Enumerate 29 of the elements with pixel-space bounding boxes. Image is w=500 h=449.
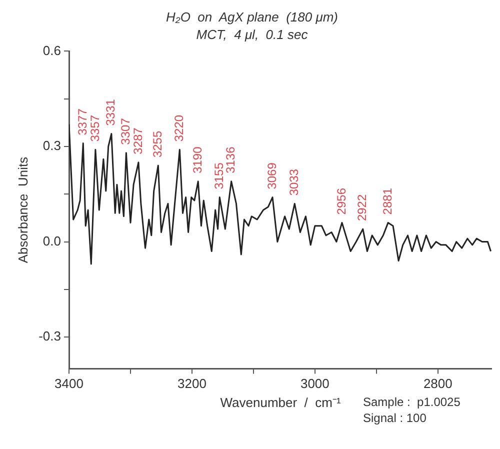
annotation: 2881 [380,188,394,215]
annotation: 2922 [355,194,370,222]
y-axis-title: Absorbance Units [15,156,30,264]
annotation: 3255 [150,130,164,158]
y-tick-label: 0.6 [42,42,61,58]
annotation: 3190 [190,146,204,174]
annotation: 3287 [130,127,145,154]
annotation: 3307 [118,118,132,145]
x-tick-label: 3400 [54,376,84,392]
annotation: 3155 [212,162,226,190]
y-tick-label: -0.3 [38,328,61,344]
y-tick-label: 0.3 [42,138,61,154]
x-tick-label: 3200 [178,376,206,392]
x-axis-title: Wavenumber / cm⁻¹ [220,394,342,410]
annotation: 3331 [104,98,118,126]
y-tick-label: 0.0 [42,233,61,248]
annotation: 2956 [334,188,348,215]
annotation: 3357 [88,114,102,142]
chart-subtitle: MCT, 4 μl, 0.1 sec [196,27,308,42]
annotation: 3377 [75,108,90,136]
annotation: 3033 [286,168,301,196]
annotation: 3136 [224,146,238,174]
text: Signal : 100 [363,411,427,426]
x-tick-label: 3000 [300,376,330,392]
x-tick-label: 2800 [423,376,452,392]
text: Sample : p1.0025 [363,395,461,410]
chart-title: H₂O on AgX plane (180 μm) [166,9,338,24]
annotation: 3220 [172,114,186,142]
annotation: 3069 [264,162,279,190]
